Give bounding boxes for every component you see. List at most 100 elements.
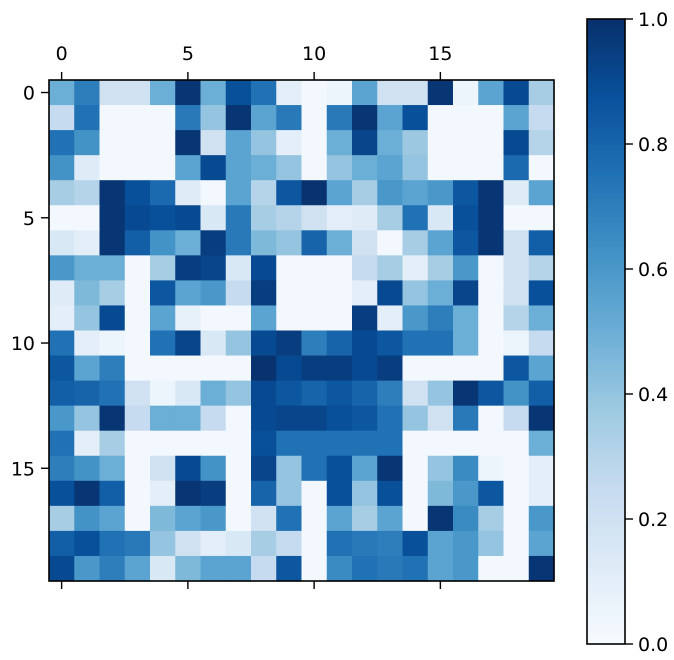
heatmap-cell-r9-c18 — [503, 305, 530, 332]
heatmap-cell-r18-c14 — [402, 530, 429, 557]
heatmap-cell-r0-c7 — [225, 80, 252, 106]
heatmap-cell-r3-c10 — [301, 155, 328, 181]
heatmap-cell-r10-c19 — [528, 330, 555, 357]
heatmap-cell-r15-c15 — [427, 455, 454, 482]
heatmap-cell-r9-c13 — [377, 305, 404, 332]
heatmap-cell-r15-c14 — [402, 455, 429, 482]
heatmap-cell-r16-c10 — [301, 480, 328, 507]
heatmap-cell-r16-c3 — [124, 480, 151, 507]
heatmap-cell-r8-c0 — [49, 280, 75, 307]
heatmap-cell-r18-c1 — [74, 530, 101, 557]
heatmap-cell-r10-c7 — [225, 330, 252, 357]
heatmap-cell-r4-c8 — [251, 180, 277, 206]
y-tick-label-10: 10 — [11, 333, 35, 355]
heatmap-cell-r13-c16 — [453, 405, 479, 432]
heatmap-cell-r2-c2 — [99, 130, 126, 156]
y-tick-label-5: 5 — [23, 208, 35, 230]
heatmap-cell-r7-c6 — [200, 255, 227, 281]
heatmap-cell-r5-c11 — [326, 205, 353, 231]
heatmap-cell-r0-c11 — [326, 80, 353, 106]
heatmap-cell-r3-c3 — [124, 155, 151, 181]
heatmap-cell-r14-c7 — [225, 430, 252, 457]
heatmap-cell-r15-c13 — [377, 455, 404, 482]
heatmap-cell-r16-c5 — [175, 480, 202, 507]
heatmap-cell-r4-c17 — [478, 180, 505, 206]
heatmap-cell-r12-c4 — [150, 380, 176, 407]
heatmap-cell-r16-c9 — [276, 480, 303, 507]
heatmap-cell-r19-c7 — [225, 555, 252, 582]
heatmap-cell-r10-c14 — [402, 330, 429, 357]
heatmap-cell-r19-c3 — [124, 555, 151, 582]
heatmap-cell-r13-c5 — [175, 405, 202, 432]
heatmap-cell-r16-c0 — [49, 480, 75, 507]
heatmap-cell-r16-c8 — [251, 480, 277, 507]
heatmap-cell-r14-c6 — [200, 430, 227, 457]
heatmap-cell-r7-c3 — [124, 255, 151, 281]
heatmap-cell-r8-c17 — [478, 280, 505, 307]
heatmap-cell-r3-c18 — [503, 155, 530, 181]
heatmap-cell-r12-c18 — [503, 380, 530, 407]
heatmap-cell-r5-c7 — [225, 205, 252, 231]
heatmap-cell-r17-c4 — [150, 505, 176, 532]
heatmap-cell-r1-c12 — [352, 105, 378, 131]
heatmap-cell-r1-c0 — [49, 105, 75, 131]
heatmap-cell-r12-c14 — [402, 380, 429, 407]
heatmap-cell-r18-c3 — [124, 530, 151, 557]
heatmap-cell-r15-c0 — [49, 455, 75, 482]
heatmap-cell-r3-c14 — [402, 155, 429, 181]
heatmap-cell-r11-c4 — [150, 355, 176, 382]
heatmap-cell-r15-c16 — [453, 455, 479, 482]
heatmap-cell-r19-c6 — [200, 555, 227, 582]
heatmap-cell-r14-c17 — [478, 430, 505, 457]
heatmap-cell-r5-c2 — [99, 205, 126, 231]
heatmap-cell-r7-c9 — [276, 255, 303, 281]
heatmap-cell-r14-c15 — [427, 430, 454, 457]
heatmap-cell-r3-c16 — [453, 155, 479, 181]
heatmap-cell-r14-c18 — [503, 430, 530, 457]
heatmap-cell-r13-c0 — [49, 405, 75, 432]
heatmap-cell-r17-c9 — [276, 505, 303, 532]
heatmap-cell-r7-c8 — [251, 255, 277, 281]
heatmap-cell-r19-c11 — [326, 555, 353, 582]
heatmap-cell-r10-c17 — [478, 330, 505, 357]
heatmap-cell-r5-c14 — [402, 205, 429, 231]
heatmap-cell-r1-c5 — [175, 105, 202, 131]
heatmap-cell-r9-c14 — [402, 305, 429, 332]
heatmap-cell-r8-c13 — [377, 280, 404, 307]
heatmap-cell-r12-c8 — [251, 380, 277, 407]
heatmap-cell-r11-c11 — [326, 355, 353, 382]
heatmap-cell-r0-c13 — [377, 80, 404, 106]
heatmap-cell-r5-c16 — [453, 205, 479, 231]
heatmap-cell-r5-c18 — [503, 205, 530, 231]
heatmap-cell-r11-c19 — [528, 355, 555, 382]
heatmap-cell-r11-c14 — [402, 355, 429, 382]
heatmap-cell-r13-c19 — [528, 405, 555, 432]
heatmap-cell-r0-c3 — [124, 80, 151, 106]
heatmap-cell-r17-c3 — [124, 505, 151, 532]
heatmap-cell-r13-c4 — [150, 405, 176, 432]
heatmap-cell-r5-c3 — [124, 205, 151, 231]
heatmap-cell-r7-c14 — [402, 255, 429, 281]
heatmap-cell-r6-c2 — [99, 230, 126, 256]
heatmap-cell-r2-c5 — [175, 130, 202, 156]
heatmap-cell-r10-c1 — [74, 330, 101, 357]
heatmap-cell-r0-c18 — [503, 80, 530, 106]
heatmap-cell-r13-c17 — [478, 405, 505, 432]
heatmap-cell-r11-c7 — [225, 355, 252, 382]
heatmap-cell-r10-c10 — [301, 330, 328, 357]
heatmap-cell-r19-c18 — [503, 555, 530, 582]
colorbar-tick-label-0.2: 0.2 — [638, 509, 668, 531]
heatmap-cell-r11-c16 — [453, 355, 479, 382]
heatmap-cell-r17-c5 — [175, 505, 202, 532]
heatmap-cell-r3-c17 — [478, 155, 505, 181]
heatmap-cell-r4-c15 — [427, 180, 454, 206]
heatmap-cell-r8-c18 — [503, 280, 530, 307]
heatmap-cell-r8-c11 — [326, 280, 353, 307]
heatmap-cell-r2-c11 — [326, 130, 353, 156]
heatmap-cell-r10-c5 — [175, 330, 202, 357]
heatmap-cell-r14-c2 — [99, 430, 126, 457]
heatmap-cell-r2-c17 — [478, 130, 505, 156]
heatmap-cell-r0-c6 — [200, 80, 227, 106]
heatmap-cell-r3-c12 — [352, 155, 378, 181]
heatmap-cell-r6-c15 — [427, 230, 454, 256]
